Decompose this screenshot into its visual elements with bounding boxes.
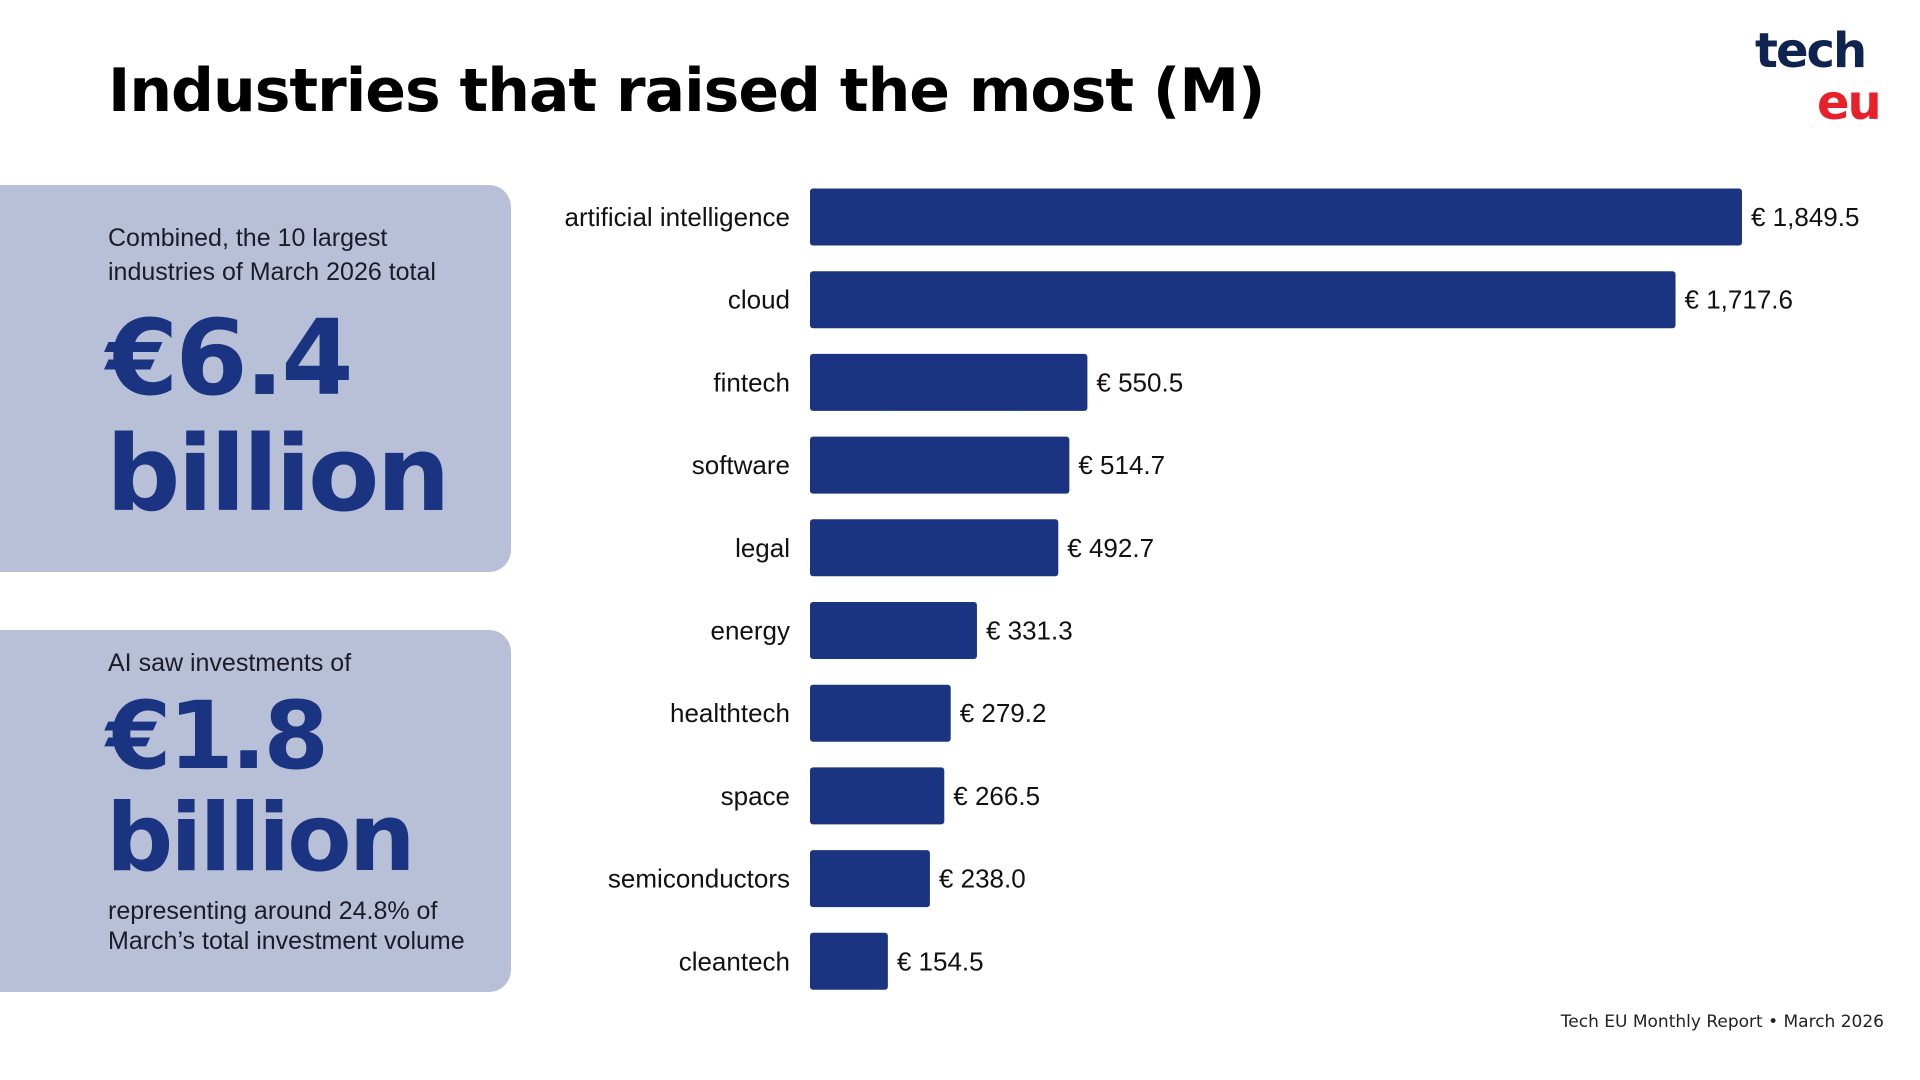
ai-unit: billion xyxy=(106,784,416,893)
value-label: € 550.5 xyxy=(1096,367,1183,397)
tech-eu-logo: tech eu xyxy=(1755,26,1895,130)
category-label: energy xyxy=(711,616,791,646)
category-label: cloud xyxy=(728,285,790,315)
bar-energy xyxy=(810,602,977,659)
logo-tech: tech xyxy=(1755,23,1867,79)
total-intro: Combined, the 10 largest industries of M… xyxy=(108,224,436,286)
bar-space xyxy=(810,767,945,825)
bar-fintech xyxy=(810,353,1088,411)
value-label: € 279.2 xyxy=(960,698,1047,728)
bar-cleantech xyxy=(810,932,888,990)
logo-eu: eu xyxy=(1817,75,1882,131)
footer-source: Tech EU Monthly Report • March 2026 xyxy=(1560,1012,1884,1032)
category-label: space xyxy=(721,781,790,811)
value-label: € 238.0 xyxy=(939,864,1026,894)
value-label: € 514.7 xyxy=(1078,450,1165,480)
category-label: fintech xyxy=(713,367,790,397)
bar-healthtech xyxy=(810,684,951,742)
category-label: healthtech xyxy=(670,698,790,728)
bar-cloud xyxy=(810,271,1676,329)
total-unit: billion xyxy=(106,413,451,535)
category-label: legal xyxy=(735,533,790,563)
total-amount: €6.4 xyxy=(106,297,354,419)
page-title: Industries that raised the most (M) xyxy=(108,56,1265,126)
category-label: cleantech xyxy=(679,946,790,976)
bar-software xyxy=(810,436,1070,494)
value-label: € 1,717.6 xyxy=(1685,285,1793,315)
category-label: semiconductors xyxy=(608,864,790,894)
ai-amount: €1.8 xyxy=(106,682,329,791)
value-label: € 266.5 xyxy=(953,781,1040,811)
ai-note: representing around 24.8% of March’s tot… xyxy=(108,897,465,955)
ai-intro: AI saw investments of xyxy=(108,649,352,677)
total-summary-card: Combined, the 10 largest industries of M… xyxy=(0,185,511,572)
category-label: artificial intelligence xyxy=(565,202,790,232)
category-label: software xyxy=(692,450,790,480)
bar-legal xyxy=(810,519,1059,577)
value-label: € 492.7 xyxy=(1067,533,1154,563)
ai-summary-card: AI saw investments of €1.8 billion repre… xyxy=(0,630,511,992)
bar-artificial-intelligence xyxy=(810,188,1742,246)
bar-semiconductors xyxy=(810,850,930,908)
value-label: € 154.5 xyxy=(897,946,984,976)
value-label: € 331.3 xyxy=(986,616,1073,646)
value-label: € 1,849.5 xyxy=(1751,202,1859,232)
